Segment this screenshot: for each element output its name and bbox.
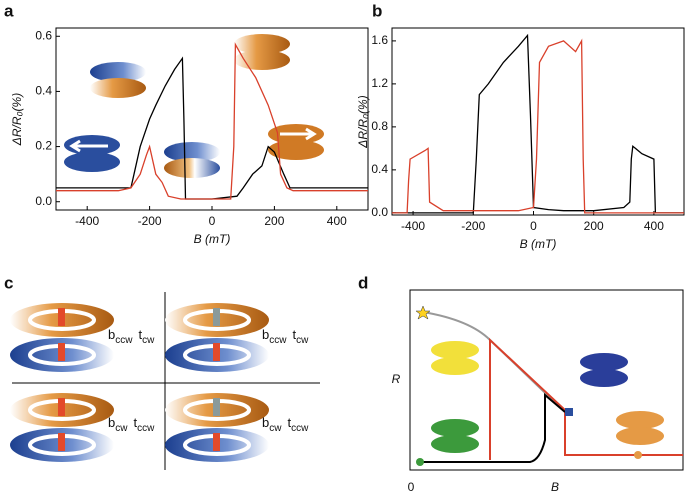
label-letter: t: [133, 415, 137, 430]
y-tick-label: 1.6: [371, 33, 388, 47]
x-axis-label: B: [551, 480, 559, 494]
y-axis-label: R: [392, 372, 401, 386]
y-tick-label: 0.6: [35, 28, 52, 42]
series-line: [56, 42, 368, 200]
label-letter: t: [138, 327, 142, 342]
label-subscript: cw: [296, 335, 309, 346]
x-tick-label: 200: [264, 214, 284, 228]
y-tick-label: 0.2: [35, 139, 52, 153]
x-tick-label: -200: [461, 219, 485, 233]
label-letter: b: [262, 415, 269, 430]
panel-label: b: [372, 1, 382, 20]
label-letter: b: [262, 327, 269, 342]
panel-c-grid: [12, 292, 320, 470]
x-tick-label: -400: [75, 214, 99, 228]
vortex-icons: [10, 303, 269, 462]
plot-frame: [391, 27, 685, 216]
x-tick-label: 200: [584, 219, 604, 233]
label-subscript: ccw: [291, 423, 309, 434]
panel-label: c: [4, 273, 13, 292]
state-label: bcw tccw: [108, 415, 155, 433]
label-subscript: cw: [142, 335, 155, 346]
y-axis-label: ΔR/R₀(%): [10, 93, 24, 146]
x-tick-label: 0: [530, 219, 537, 233]
y-tick-label: 0.0: [371, 205, 388, 219]
panel-label: a: [4, 1, 14, 20]
y-tick-label: 0.8: [371, 119, 388, 133]
x-tick-label: -200: [138, 214, 162, 228]
x-tick-label: 400: [644, 219, 664, 233]
state-label: bccw tcw: [262, 327, 309, 345]
label-letter: t: [287, 415, 291, 430]
label-letter: b: [108, 415, 115, 430]
label-letter: t: [292, 327, 296, 342]
x-axis-label: B (mT): [194, 232, 231, 246]
label-letter: b: [108, 327, 115, 342]
origin-label: 0: [408, 480, 415, 494]
label-subscript: cw: [115, 423, 128, 434]
y-tick-label: 1.2: [371, 76, 388, 90]
panel-d: [409, 289, 684, 471]
series-line: [392, 33, 684, 214]
label-subscript: cw: [269, 423, 282, 434]
label-subscript: ccw: [137, 423, 155, 434]
y-tick-label: 0.0: [35, 194, 52, 208]
panel-label: d: [358, 273, 368, 292]
x-tick-label: 0: [209, 214, 216, 228]
label-subscript: ccw: [115, 335, 133, 346]
y-tick-label: 0.4: [35, 84, 52, 98]
x-tick-label: 400: [327, 214, 347, 228]
state-label: bccw tcw: [108, 327, 155, 345]
y-axis-label: ΔR/R₀(%): [356, 95, 370, 148]
x-axis-label: B (mT): [520, 237, 557, 251]
plot-frame: [55, 27, 369, 211]
label-subscript: ccw: [269, 335, 287, 346]
series-line: [392, 38, 684, 214]
state-label: bcw tccw: [262, 415, 309, 433]
inset-icons: [64, 34, 324, 178]
x-tick-label: -400: [401, 219, 425, 233]
y-tick-label: 0.4: [371, 162, 388, 176]
